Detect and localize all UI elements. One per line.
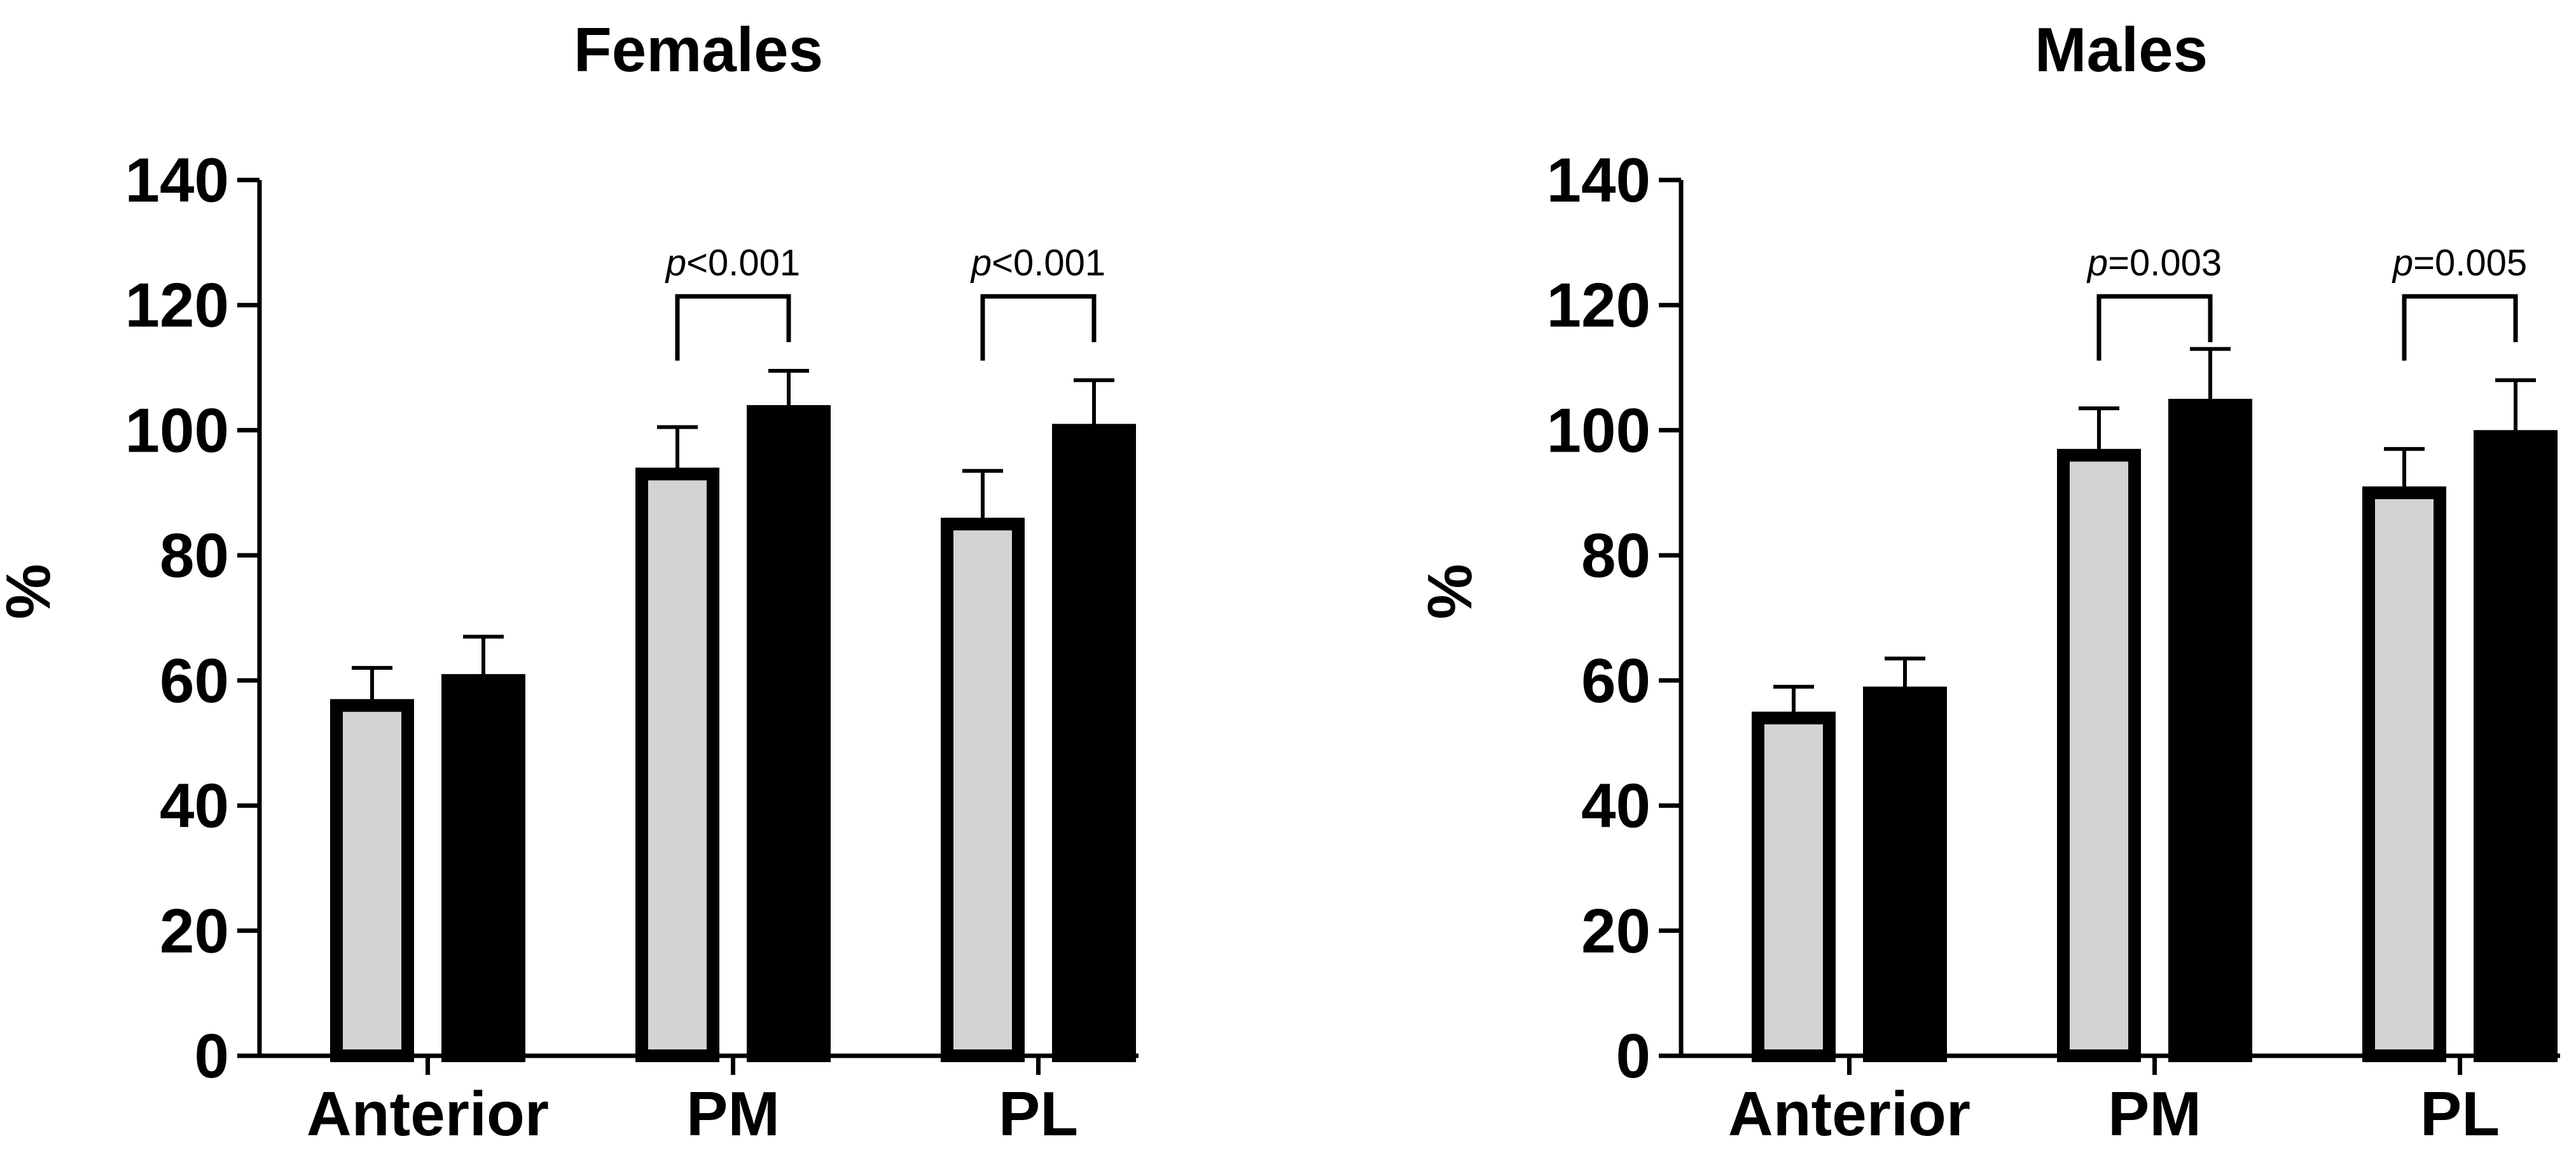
bar-dark-anterior <box>1863 686 1947 1062</box>
bar-dark-anterior <box>441 674 525 1063</box>
x-tick-label-pl: PL <box>999 1079 1078 1149</box>
y-tick-label: 80 <box>160 520 229 590</box>
p-value-label-pl: p<0.001 <box>970 242 1105 284</box>
p-value-label-pl: p=0.005 <box>2392 242 2527 284</box>
p-value-number: =0.005 <box>2413 242 2527 284</box>
bar-dark-pl <box>1052 424 1136 1062</box>
y-tick-label: 140 <box>125 145 229 215</box>
p-value-label-pm: p<0.001 <box>665 242 800 284</box>
bar-dark-pm <box>2168 399 2252 1062</box>
y-axis-label: % <box>0 564 63 619</box>
y-tick-label: 0 <box>194 1021 229 1091</box>
x-tick-label-anterior: Anterior <box>307 1079 549 1149</box>
y-tick-label: 60 <box>1581 646 1651 716</box>
chart-title: Females <box>574 15 823 85</box>
x-tick-label-pm: PM <box>686 1079 780 1149</box>
p-value-prefix: p <box>2392 242 2413 284</box>
y-tick-label: 120 <box>1546 270 1651 340</box>
y-axis-label: % <box>1415 564 1485 619</box>
significance-bracket-pm <box>2096 294 2213 361</box>
y-tick-label: 60 <box>160 646 229 716</box>
bar-dark-pm <box>747 405 831 1062</box>
y-tick-label: 40 <box>1581 771 1651 841</box>
p-value-prefix: p <box>970 242 992 284</box>
y-tick-label: 40 <box>160 771 229 841</box>
bar-light-anterior <box>1752 711 1836 1063</box>
y-tick-label: 80 <box>1581 520 1651 590</box>
x-tick-label-anterior: Anterior <box>1728 1079 1970 1149</box>
y-tick-label: 100 <box>1546 395 1651 465</box>
p-value-number: <0.001 <box>686 242 800 284</box>
bar-dark-pl <box>2474 430 2558 1062</box>
y-tick-label: 20 <box>1581 896 1651 965</box>
significance-bracket-pl <box>2402 294 2518 361</box>
bar-light-pl <box>2362 486 2446 1062</box>
p-value-number: =0.003 <box>2108 242 2222 284</box>
bar-light-pm <box>635 467 719 1062</box>
bar-light-pl <box>941 517 1025 1062</box>
y-tick-label: 20 <box>160 896 229 965</box>
p-value-label-pm: p=0.003 <box>2086 242 2222 284</box>
y-tick-label: 100 <box>125 395 229 465</box>
y-tick-label: 0 <box>1616 1021 1651 1091</box>
significance-bracket-pm <box>675 294 791 361</box>
p-value-prefix: p <box>665 242 686 284</box>
chart-title: Males <box>2035 15 2208 85</box>
p-value-number: <0.001 <box>992 242 1105 284</box>
y-tick-label: 140 <box>1546 145 1651 215</box>
bar-light-pm <box>2057 448 2141 1062</box>
bar-light-anterior <box>330 699 414 1062</box>
p-value-prefix: p <box>2086 242 2108 284</box>
x-tick-label-pm: PM <box>2108 1079 2201 1149</box>
y-tick-label: 120 <box>125 270 229 340</box>
significance-bracket-pl <box>980 294 1097 361</box>
x-tick-label-pl: PL <box>2420 1079 2500 1149</box>
